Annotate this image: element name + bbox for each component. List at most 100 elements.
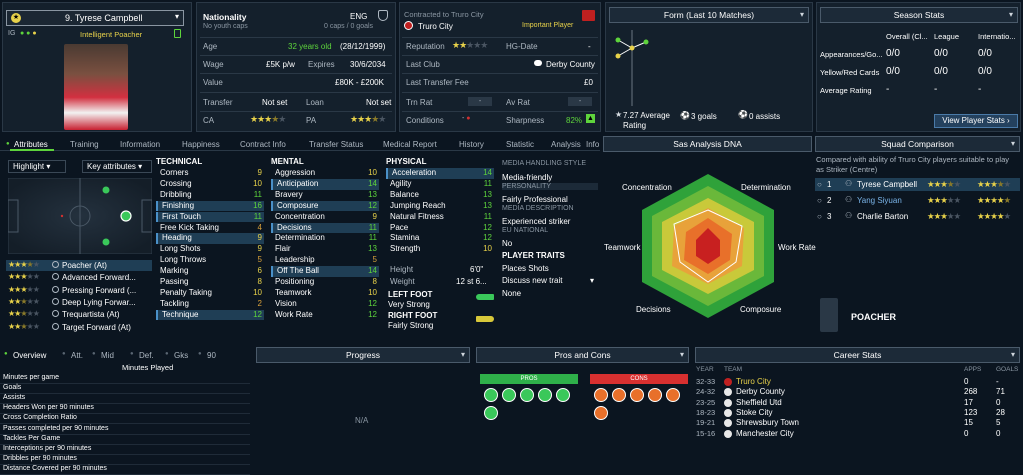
overview-tab-mid[interactable]: Mid [101, 351, 114, 360]
career-row[interactable]: 15-16 Manchester City 0 0 [695, 429, 1020, 439]
role-stars: ★★★★★ [8, 321, 40, 331]
season-title: Season Stats [893, 10, 945, 20]
last-fee-label: Last Transfer Fee [406, 78, 469, 87]
career-apps: 123 [964, 407, 978, 417]
tab-history[interactable]: History [459, 140, 484, 149]
attr-name: Pace [390, 222, 409, 232]
tab-radio-icon[interactable]: ● [62, 351, 66, 357]
squad-row[interactable]: ○ 1 ⚇ Tyrese Campbell ★★★★★ ★★★★★ [815, 178, 1020, 191]
assist-icon: ⚽ [738, 110, 748, 119]
attr-row: Finishing 16 [156, 200, 264, 212]
tab-info[interactable]: Info [586, 140, 600, 149]
highlight-select[interactable]: Highlight ▾ [8, 160, 66, 173]
player-name: 9. Tyrese Campbell [65, 13, 143, 23]
ball-icon: ⚽ [680, 111, 690, 120]
tab-medical-report[interactable]: Medical Report [383, 140, 437, 149]
tab-happiness[interactable]: Happiness [182, 140, 220, 149]
career-header[interactable]: Career Stats ▾ [695, 347, 1020, 363]
key-attributes-select[interactable]: Key attributes ▾ [82, 160, 152, 173]
tab-radio-icon[interactable]: ● [92, 351, 96, 357]
attr-name: Agility [390, 178, 412, 188]
squad-pa-stars: ★★★★★ [977, 195, 1011, 205]
dna-header[interactable]: Sas Analysis DNA [603, 136, 812, 152]
career-row[interactable]: 23-25 Sheffield Utd 17 0 [695, 398, 1020, 408]
career-row[interactable]: 19-21 Shrewsbury Town 15 5 [695, 418, 1020, 428]
career-team[interactable]: Manchester City [736, 428, 794, 438]
season-row-value: 0/0 [934, 66, 948, 77]
role-row[interactable]: ★★★★★ Poacher (At) [6, 260, 152, 271]
role-name: Target Forward (At) [62, 322, 131, 332]
tab-contract-info[interactable]: Contract Info [240, 140, 286, 149]
attr-value: 13 [483, 200, 492, 210]
view-player-stats-button[interactable]: View Player Stats › [934, 114, 1018, 128]
tab-radio-icon[interactable]: ● [4, 351, 8, 357]
personality-value: Fairly Professional [502, 195, 568, 204]
career-title: Career Stats [833, 350, 882, 360]
attr-name: Tackling [160, 298, 189, 308]
last-club-value[interactable]: Derby County [546, 60, 595, 69]
form-header[interactable]: Form (Last 10 Matches) ▾ [609, 7, 809, 23]
role-name: Poacher (At) [62, 261, 107, 270]
clipboard-icon[interactable] [174, 29, 181, 38]
attr-name: Vision [275, 298, 297, 308]
attr-row: Long Throws 5 [156, 255, 264, 266]
sharpness-label: Sharpness [506, 116, 545, 125]
attr-name: Heading [162, 233, 192, 243]
role-row[interactable]: ★★★★★ Pressing Forward (... [6, 285, 152, 296]
dna-label-decisions: Decisions [636, 305, 671, 314]
season-row-label: Appearances/Go... [820, 50, 883, 59]
role-stars: ★★★★★ [8, 260, 40, 269]
attr-row: Work Rate 12 [271, 310, 379, 321]
tab-radio-icon[interactable]: ● [198, 351, 202, 357]
career-row[interactable]: 24-32 Derby County 268 71 [695, 387, 1020, 397]
tab-statistic[interactable]: Statistic [506, 140, 535, 149]
tab-transfer-status[interactable]: Transfer Status [309, 140, 364, 149]
squad-header[interactable]: Squad Comparison ▾ [815, 136, 1020, 152]
attr-name: Corners [160, 168, 189, 177]
chevron-down-icon: ▾ [1010, 139, 1015, 148]
progress-header[interactable]: Progress ▾ [256, 347, 470, 363]
discuss-trait-select[interactable]: Discuss new trait ▾ [502, 276, 598, 287]
tab-radio-icon[interactable]: ● [130, 351, 134, 357]
squad-player-name[interactable]: Yang Siyuan [857, 196, 902, 205]
career-team[interactable]: Stoke City [736, 407, 773, 417]
proscons-header[interactable]: Pros and Cons ▾ [476, 347, 689, 363]
player-name-select[interactable]: ★ 9. Tyrese Campbell ▾ [6, 10, 184, 26]
role-row[interactable]: ★★★★★ Target Forward (At) [6, 322, 152, 333]
club-name[interactable]: Truro City [418, 22, 453, 31]
chart-icon [612, 388, 626, 402]
nationality-value: ENG [350, 12, 368, 21]
goals-value: 3 goals [691, 112, 717, 121]
squad-row[interactable]: ○ 3 ⚇ Charlie Barton ★★★★★ ★★★★★ [815, 210, 1020, 223]
stat-divider [0, 403, 250, 405]
career-team[interactable]: Sheffield Utd [736, 397, 782, 407]
overview-tab-att[interactable]: Att. [71, 351, 84, 360]
tab-radio-icon[interactable]: ● [165, 351, 169, 357]
squad-player-name[interactable]: Tyrese Campbell [857, 180, 918, 189]
ca-stars: ★★★★★ [250, 114, 286, 124]
career-team[interactable]: Derby County [736, 387, 785, 397]
overview-tab-def[interactable]: Def. [139, 351, 154, 360]
tab-attributes[interactable]: Attributes [14, 140, 48, 149]
squad-player-name[interactable]: Charlie Barton [857, 212, 909, 221]
season-header[interactable]: Season Stats ▾ [820, 7, 1018, 23]
squad-row[interactable]: ○ 2 ⚇ Yang Siyuan ★★★★★ ★★★★★ [815, 194, 1020, 207]
career-team[interactable]: Truro City [736, 377, 771, 386]
role-row[interactable]: ★★★★★ Trequartista (At) [6, 309, 152, 320]
career-row[interactable]: 18-23 Stoke City 123 28 [695, 408, 1020, 418]
role-row[interactable]: ★★★★★ Deep Lying Forwar... [6, 297, 152, 308]
career-year: 15-16 [696, 428, 716, 438]
left-boot-icon [476, 294, 494, 300]
career-team[interactable]: Shrewsbury Town [736, 418, 799, 428]
career-row[interactable]: 32-33 Truro City 0 - [695, 377, 1020, 387]
overview-tab-overview[interactable]: Overview [13, 351, 47, 360]
overview-tab-gks[interactable]: Gks [174, 351, 189, 360]
overview-tab-90[interactable]: 90 [207, 351, 216, 360]
tab-training[interactable]: Training [70, 140, 99, 149]
season-row-value: 0/0 [886, 48, 900, 59]
attr-name: Teamwork [275, 287, 312, 297]
tab-analysis[interactable]: Analysis [551, 140, 581, 149]
role-row[interactable]: ★★★★★ Advanced Forward... [6, 272, 152, 283]
tab-information[interactable]: Information [120, 140, 161, 149]
attr-name: Stamina [390, 233, 420, 243]
